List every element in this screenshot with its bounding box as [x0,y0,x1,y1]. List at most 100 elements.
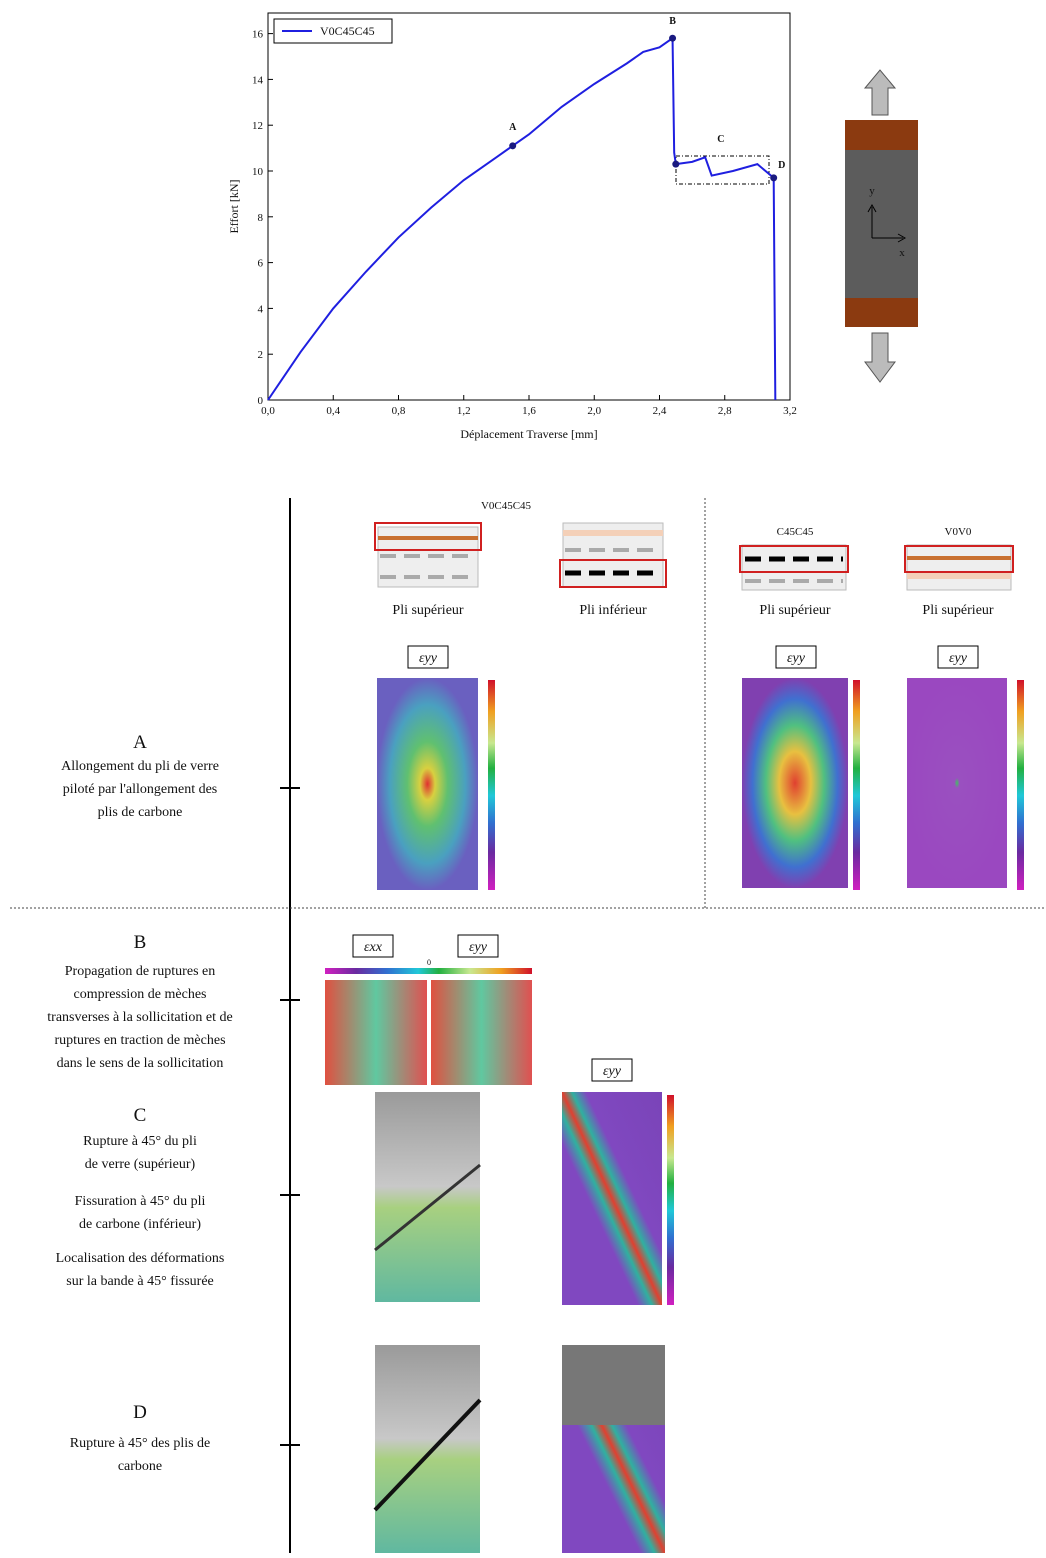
x-tick-label: 0,0 [261,405,275,417]
chart: 0,0 0,4 0,8 1,2 1,6 2,0 2,4 2,8 3,2 0 2 4 6 8 10 12 14 16… [227,16,797,441]
x-tick-label: 2,0 [587,405,601,417]
stage-d: D Rupture à 45° des plis de carbone [70,1402,211,1474]
y-axis-label: Effort [kN] [227,179,241,233]
crack [374,1163,481,1252]
strain-map [375,1345,480,1553]
annotation-point [672,160,680,168]
y-tick-label: 4 [258,303,264,315]
colorbar-zero: 0 [427,958,431,967]
annotation-label: D [778,160,785,171]
annotation-point [669,34,677,42]
column-title: V0V0 [945,526,972,538]
x-tick-label: 2,8 [718,405,732,417]
axis-x-label: x [899,247,905,259]
region-box [675,155,770,185]
stage-c: C Rupture à 45° du pli de verre (supérie… [56,1105,225,1289]
stage-a: A Allongement du pli de verre piloté par… [61,732,219,820]
y-tick-label: 2 [258,349,264,361]
stage-text: sur la bande à 45° fissurée [66,1274,214,1289]
strain-map-gray [562,1345,665,1425]
stage-text: compression de mèches [74,987,207,1002]
specimen-body [845,150,918,298]
stage-text: Allongement du pli de verre [61,759,219,774]
axes-glyph [867,203,907,243]
column-title: V0C45C45 [481,500,532,512]
ply-label: Pli inférieur [579,603,647,618]
x-tick-label: 1,6 [522,405,536,417]
x-tick-label: 0,8 [392,405,406,417]
arrow-up [863,69,897,116]
stage-letter: B [134,932,147,953]
crack [373,1398,482,1512]
legend-label: V0C45C45 [320,24,375,38]
specimen: y x [845,69,918,383]
stage-text: dans le sens de la sollicitation [57,1056,224,1071]
x-tick-label: 3,2 [783,405,797,417]
stage-text: plis de carbone [98,805,183,820]
stage-text: carbone [118,1459,162,1474]
strain-map [562,1092,662,1305]
ply-stack [739,544,849,591]
column-title: C45C45 [777,526,814,538]
y-tick-label: 16 [252,29,264,41]
y-tick-label: 6 [258,258,264,270]
grip [845,298,918,327]
stage-letter: D [133,1402,147,1423]
strain-label: εyy [469,940,488,955]
ply-stack [904,544,1014,591]
y-tick-label: 8 [258,212,264,224]
x-axis-label: Déplacement Traverse [mm] [460,427,597,441]
annotation-label: C [717,134,724,145]
annotation-label: A [509,122,517,133]
ply-label: Pli supérieur [922,603,993,618]
x-tick-label: 0,4 [326,405,340,417]
strain-map [431,980,532,1085]
annotation-point [509,142,517,150]
colorbar [1017,680,1024,890]
stage-text: Propagation de ruptures en [65,964,215,979]
colorbar [853,680,860,890]
strain-map [742,678,848,888]
stage-letter: A [133,732,147,753]
axis-y-label: y [869,185,875,197]
stage-b: B Propagation de ruptures en compression… [47,932,232,1071]
stage-text: ruptures en traction de mèches [54,1033,225,1048]
ply-label: Pli supérieur [392,603,463,618]
strain-label: εyy [603,1064,622,1079]
x-tick-label: 2,4 [653,405,667,417]
ply-stack [559,522,667,588]
annotation-point [770,174,778,182]
annotation-label: B [669,16,676,27]
strain-label: εyy [949,651,968,666]
stage-letter: C [134,1105,147,1126]
grip [845,120,918,150]
stage-text: de verre (supérieur) [85,1157,196,1172]
strain-map [325,980,427,1085]
x-tick-label: 1,2 [457,405,471,417]
strain-label: εxx [364,940,383,955]
colorbar [325,968,532,974]
stage-text: Localisation des déformations [56,1251,225,1266]
strain-maps [325,678,1024,1553]
ply-stack [374,522,482,588]
timeline-ticks [280,787,300,1446]
stage-text: Fissuration à 45° du pli [75,1194,206,1209]
y-tick-label: 10 [252,166,264,178]
strain-label: εyy [419,651,438,666]
strain-map [375,1092,480,1302]
strain-label: εyy [787,651,806,666]
stage-text: Rupture à 45° des plis de [70,1436,211,1451]
stage-text: transverses à la sollicitation et de [47,1010,232,1025]
stage-text: Rupture à 45° du pli [83,1134,197,1149]
stage-text: de carbone (inférieur) [79,1217,201,1232]
strain-map [377,678,478,890]
y-tick-label: 0 [258,395,264,407]
colorbar [667,1095,674,1305]
y-tick-label: 12 [252,120,263,132]
strain-map [907,678,1007,888]
arrow-down [864,332,896,383]
ply-label: Pli supérieur [759,603,830,618]
colorbar [488,680,495,890]
